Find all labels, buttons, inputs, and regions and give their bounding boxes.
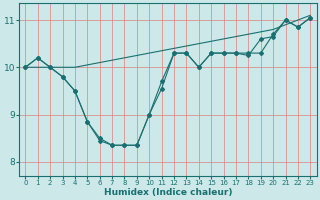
X-axis label: Humidex (Indice chaleur): Humidex (Indice chaleur) xyxy=(104,188,232,197)
